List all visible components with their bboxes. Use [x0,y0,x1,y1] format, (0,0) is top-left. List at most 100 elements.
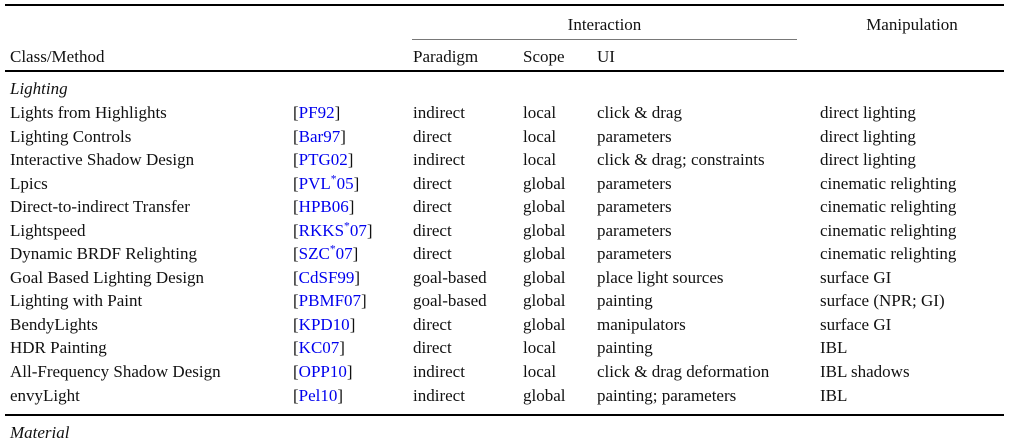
scope-cell: global [523,244,566,264]
method-cell: Lighting Controls [10,126,132,146]
table-row: Direct-to-indirect Transfer [HPB06] dire… [5,195,1004,219]
citation-link[interactable]: Pel10 [298,385,338,405]
citation-link[interactable]: PTG02 [298,150,348,170]
citation-cell: [KC07] [293,336,413,360]
scope-cell: global [523,220,566,240]
citation-link[interactable]: KPD10 [298,314,350,334]
citation-open-bracket: [ [293,244,299,264]
scope-cell: global [523,314,566,334]
scope-cell: local [523,150,557,170]
citation-link[interactable]: RKKS*07 [298,219,367,240]
method-cell: Lighting with Paint [10,291,143,311]
citation-link[interactable]: PF92 [298,103,335,122]
citation-cell: [PF92] [293,101,413,125]
ui-cell: painting; parameters [597,385,737,405]
paradigm-cell: indirect [413,362,465,382]
citation-link[interactable]: KC07 [298,338,340,358]
citation-open-bracket: [ [293,291,299,311]
interaction-underline-rule [412,39,797,40]
method-cell: Lights from Highlights [10,103,167,122]
paradigm-cell: indirect [413,150,465,170]
citation-open-bracket: [ [293,385,299,405]
paradigm-cell: indirect [413,385,465,405]
ui-cell: parameters [597,220,672,240]
citation-close-bracket: ] [337,385,344,405]
citation-cell: [OPP10] [293,360,413,384]
interaction-group-header: Interaction [567,15,642,34]
column-header-row: Class/Method Paradigm Scope UI [5,45,1009,69]
manipulation-cell: surface (NPR; GI) [820,291,945,311]
paradigm-cell: goal-based [413,291,487,311]
citation-cell: [CdSF99] [293,266,413,290]
paradigm-cell: direct [413,338,452,358]
citation-close-bracket: ] [361,291,367,311]
manipulation-cell: IBL [820,385,848,405]
manipulation-cell: surface GI [820,267,892,287]
citation-cell: [PVL*05] [293,172,413,196]
scope-cell: global [523,291,566,311]
paradigm-cell: goal-based [413,267,487,287]
manipulation-cell: IBL shadows [820,362,910,382]
column-header-class-method: Class/Method [10,47,105,66]
scope-cell: local [523,362,557,382]
scope-cell: local [523,126,557,146]
table-row: Goal Based Lighting Design [CdSF99] goal… [5,266,1004,290]
paradigm-cell: indirect [413,103,465,122]
method-cell: Dynamic BRDF Relighting [10,244,197,264]
citation-cell: [PTG02] [293,148,413,172]
citation-cell: [PBMF07] [293,289,413,313]
method-cell: Goal Based Lighting Design [10,267,205,287]
column-header-scope: Scope [523,47,565,66]
citation-link[interactable]: HPB06 [298,197,349,217]
table-row: Interactive Shadow Design [PTG02] indire… [5,148,1004,172]
scope-cell: local [523,103,557,122]
method-cell: Lpics [10,173,48,193]
citation-close-bracket: ] [340,126,346,146]
table-row: Lightspeed [RKKS*07] direct global param… [5,219,1004,243]
citation-close-bracket: ] [347,150,354,170]
table-row: Lighting with Paint [PBMF07] goal-based … [5,289,1004,313]
paradigm-cell: direct [413,197,452,217]
table-rows: Lights from Highlights [PF92] indirect l… [5,101,1004,407]
scope-cell: global [523,197,566,217]
citation-cell: [Bar97] [293,125,413,149]
method-cell: envyLight [10,385,80,405]
citation-link[interactable]: PBMF07 [298,291,362,311]
manipulation-cell: direct lighting [820,126,916,146]
paradigm-cell: direct [413,314,452,334]
manipulation-cell: direct lighting [820,103,916,122]
citation-link[interactable]: CdSF99 [298,267,355,287]
table-row: envyLight [Pel10] indirect global painti… [5,384,1004,408]
table-top-rule [5,4,1004,6]
table-row: Dynamic BRDF Relighting [SZC*07] direct … [5,242,1004,266]
ui-cell: parameters [597,197,672,217]
manipulation-cell: direct lighting [820,150,916,170]
citation-open-bracket: [ [293,362,299,382]
citation-link[interactable]: SZC*07 [298,242,353,264]
ui-cell: parameters [597,244,672,264]
section-label-material: Material [10,423,70,442]
method-cell: Direct-to-indirect Transfer [10,197,190,217]
citation-open-bracket: [ [293,173,299,193]
manipulation-cell: cinematic relighting [820,220,957,240]
citation-open-bracket: [ [293,103,299,122]
citation-open-bracket: [ [293,126,299,146]
table-row: Lpics [PVL*05] direct global parameters … [5,172,1004,196]
scope-cell: global [523,173,566,193]
method-cell: BendyLights [10,314,98,334]
citation-link[interactable]: Bar97 [298,126,341,146]
ui-cell: parameters [597,126,672,146]
citation-close-bracket: ] [352,244,359,264]
column-header-citation-spacer [293,45,413,69]
table-row: Lighting Controls [Bar97] direct local p… [5,125,1004,149]
scope-cell: local [523,338,557,358]
table-row: All-Frequency Shadow Design [OPP10] indi… [5,360,1004,384]
column-header-manipulation-spacer [820,45,1004,69]
paradigm-cell: direct [413,220,452,240]
citation-link[interactable]: PVL*05 [298,171,354,193]
citation-link[interactable]: OPP10 [298,362,347,382]
method-cell: HDR Painting [10,338,107,358]
citation-open-bracket: [ [293,338,299,358]
manipulation-cell: IBL [820,338,848,358]
